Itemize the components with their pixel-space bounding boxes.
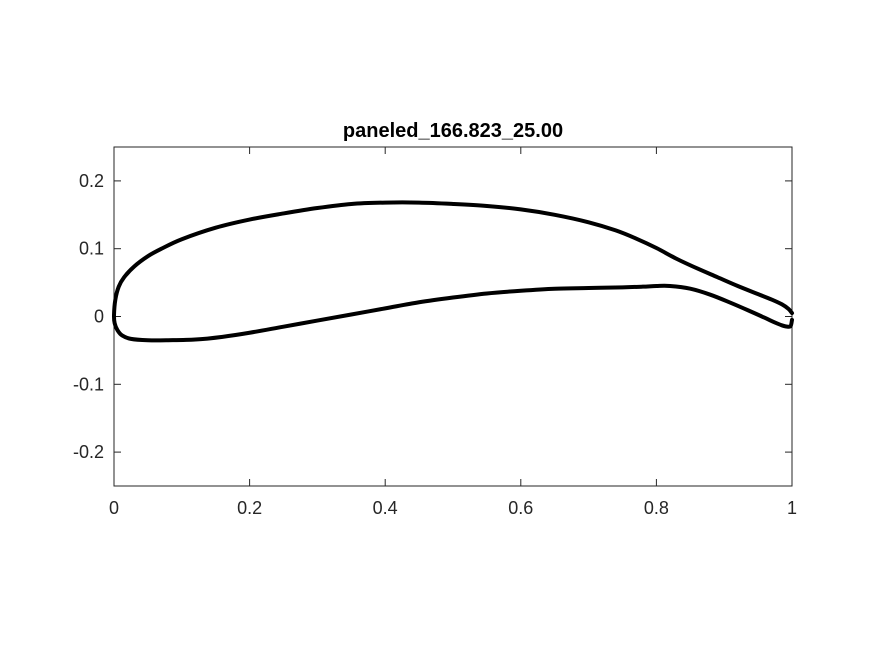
- chart-title: paneled_166.823_25.00: [343, 120, 563, 142]
- series-layer: [111, 200, 794, 343]
- y-tick-label: -0.2: [73, 442, 104, 462]
- y-tick-label: 0.2: [79, 171, 104, 191]
- x-tick-label: 1: [787, 498, 797, 518]
- x-axis: 0 0.2 0.4 0.6 0.8 1: [109, 147, 797, 518]
- plot-area: [113, 146, 793, 487]
- x-tick-label: 0.8: [644, 498, 669, 518]
- x-tick-label: 0: [109, 498, 119, 518]
- y-tick-label: -0.1: [73, 374, 104, 394]
- airfoil-outline-line: [111, 200, 794, 343]
- x-tick-label: 0.2: [237, 498, 262, 518]
- y-tick-label: 0.1: [79, 239, 104, 259]
- x-tick-label: 0.4: [373, 498, 398, 518]
- y-tick-label: 0: [94, 307, 104, 327]
- y-axis: -0.2 -0.1 0 0.1 0.2: [73, 171, 792, 462]
- x-tick-label: 0.6: [508, 498, 533, 518]
